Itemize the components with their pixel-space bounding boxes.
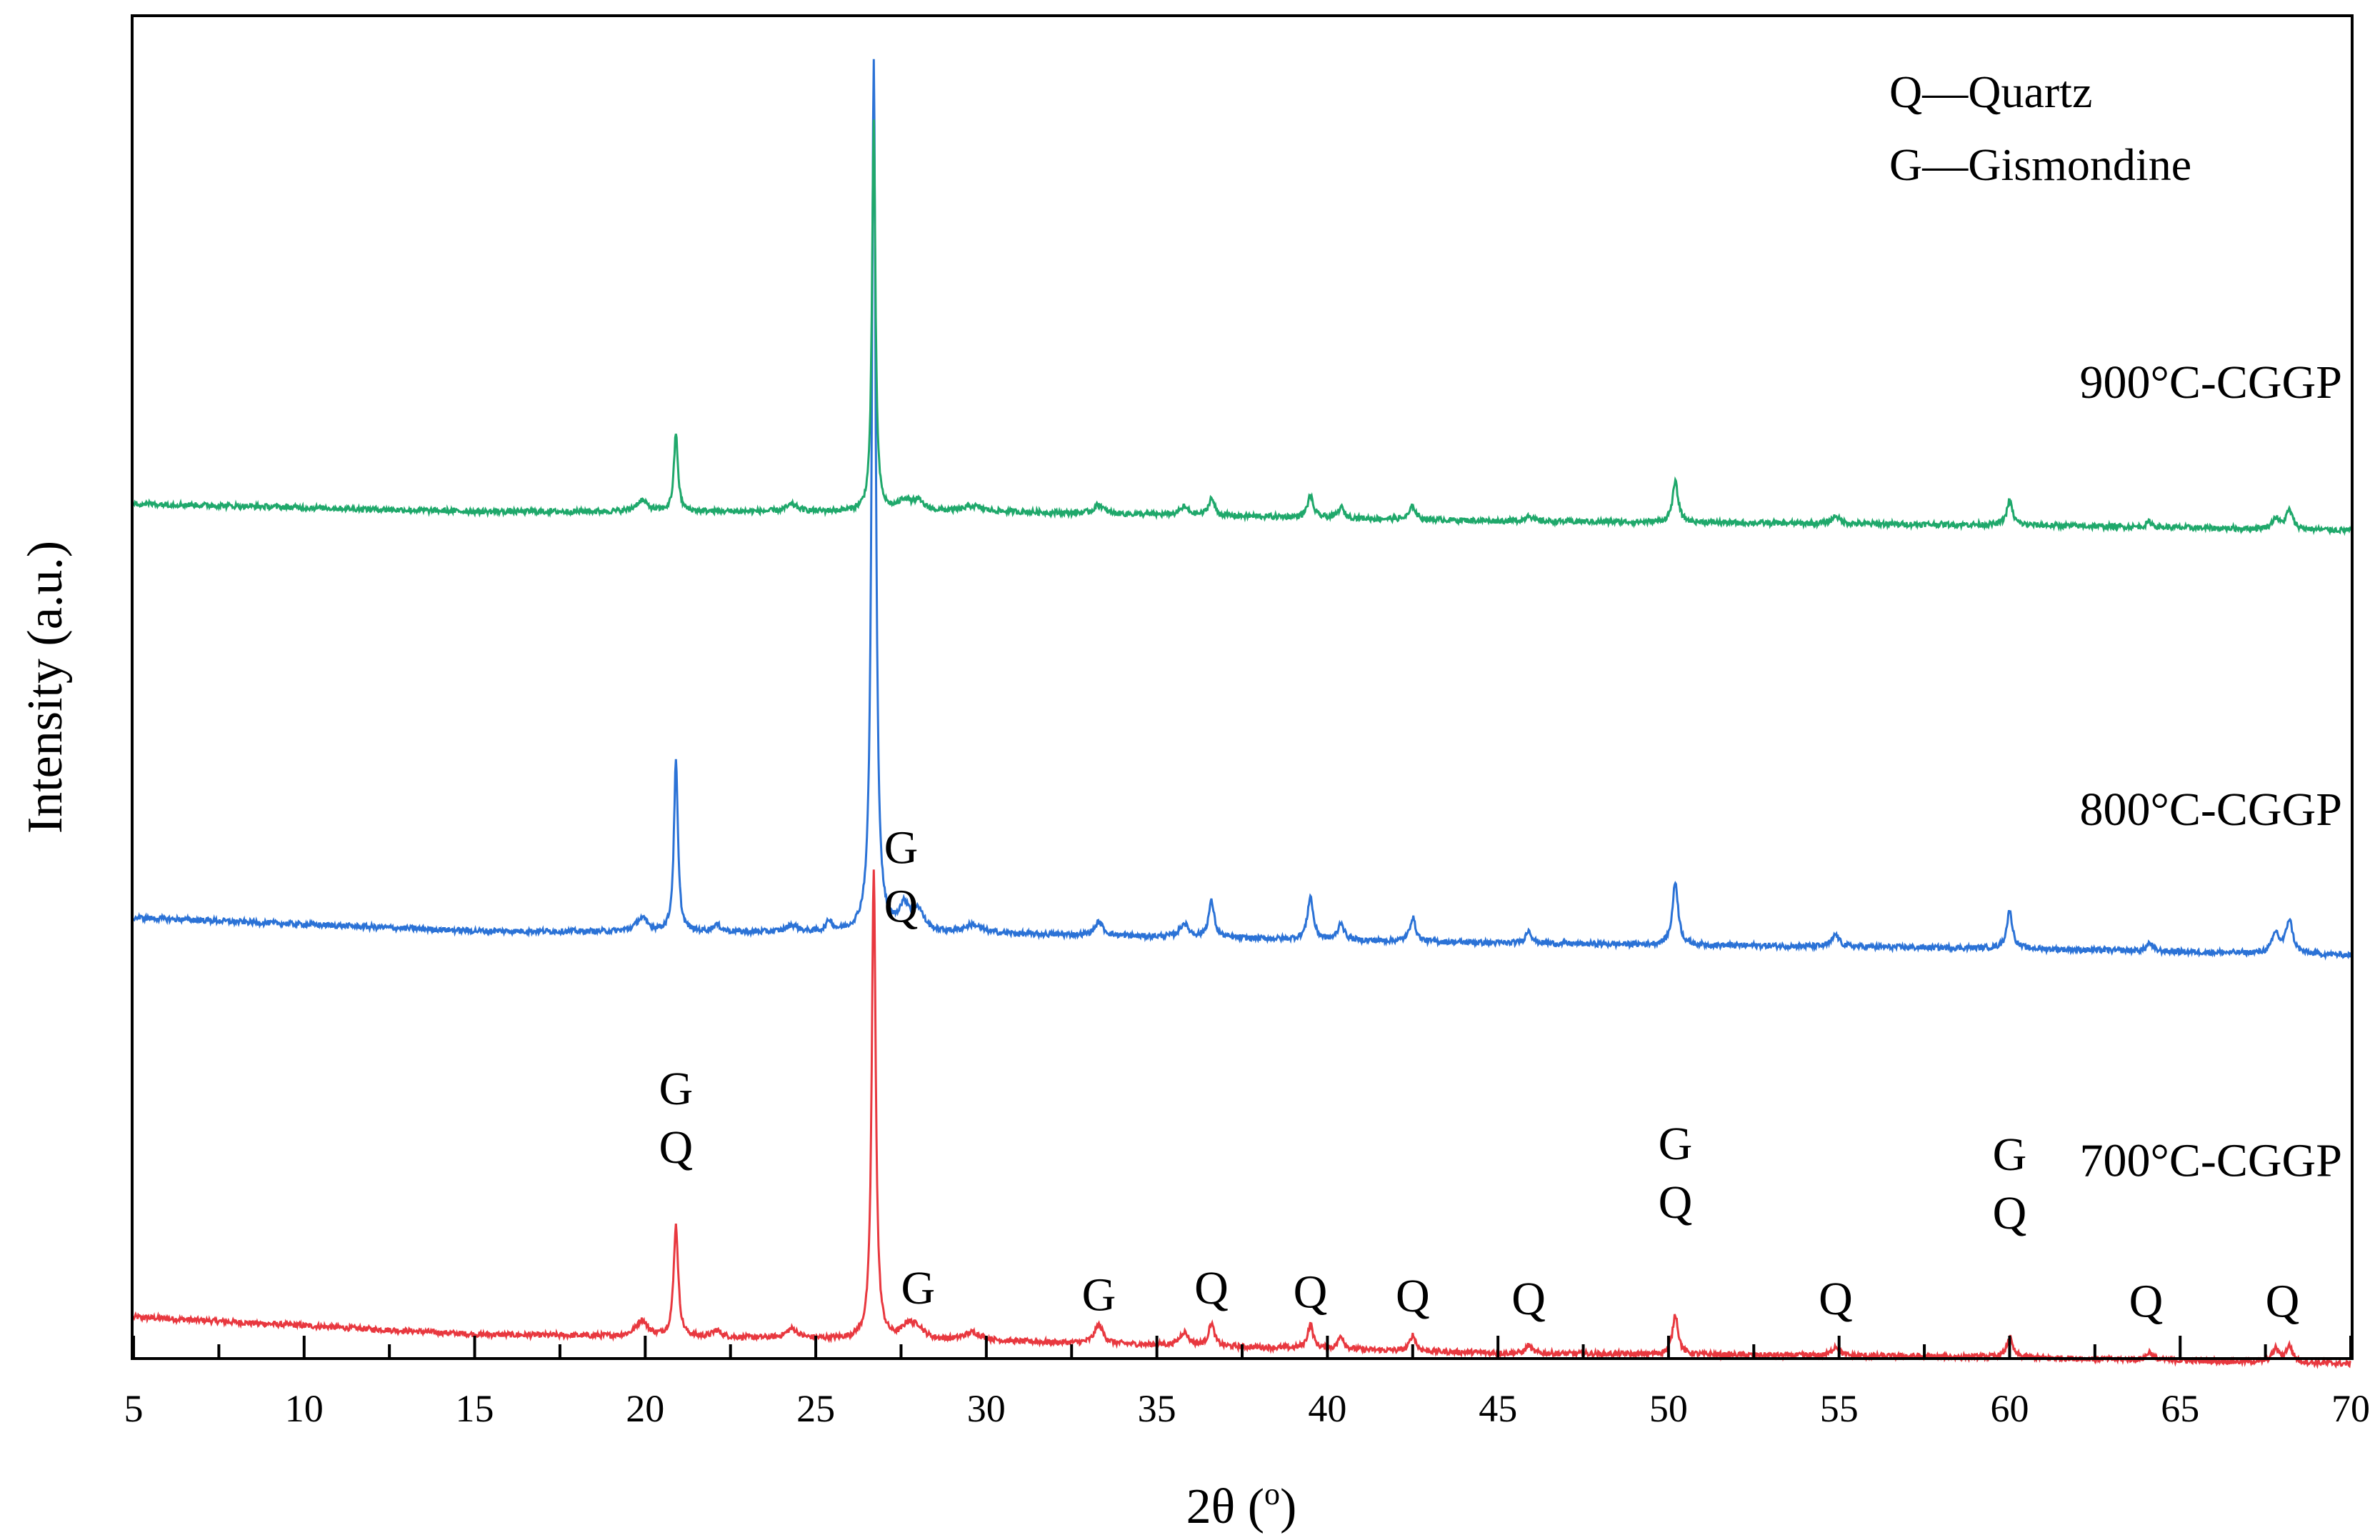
peak-label: Q — [884, 880, 919, 932]
x-tick-label: 20 — [626, 1387, 664, 1430]
x-tick-label: 65 — [2161, 1387, 2199, 1430]
series-line — [132, 119, 2352, 536]
peak-label: Q — [1511, 1273, 1546, 1325]
x-tick-label: 70 — [2331, 1387, 2370, 1430]
peak-label: G — [659, 1063, 693, 1115]
x-tick-label: 50 — [1649, 1387, 1688, 1430]
series-label: 700°C-CGGP — [2079, 1135, 2341, 1187]
peak-label: Q — [1993, 1187, 2027, 1239]
peak-label: Q — [1396, 1270, 1430, 1322]
x-tick-label: 40 — [1308, 1387, 1346, 1430]
series-3 — [132, 119, 2352, 536]
y-axis-title: Intensity (a.u.) — [18, 541, 73, 834]
x-tick-label: 30 — [967, 1387, 1006, 1430]
peak-label: Q — [1294, 1266, 1328, 1319]
x-tick-label: 60 — [1991, 1387, 2029, 1430]
x-tick-label: 35 — [1138, 1387, 1176, 1430]
peak-label: Q — [1819, 1273, 1853, 1325]
peak-label: Q — [1659, 1176, 1693, 1229]
peak-label: G — [1082, 1269, 1116, 1321]
x-tick-label: 25 — [796, 1387, 835, 1430]
peak-label: Q — [659, 1121, 693, 1174]
peak-label: G — [1659, 1118, 1693, 1170]
series-2 — [132, 59, 2352, 961]
series-line — [132, 59, 2352, 961]
series-label: 800°C-CGGP — [2079, 784, 2341, 836]
series-label: 900°C-CGGP — [2079, 356, 2341, 409]
x-axis-ticks: 5 10 15 20 25 30 35 40 45 50 55 60 65 70 — [124, 1336, 2370, 1430]
peak-label: Q — [2129, 1276, 2164, 1328]
x-tick-label: 15 — [456, 1387, 494, 1430]
legend-entry-gismondine: G—Gismondine — [1889, 139, 2191, 190]
peak-label: Q — [1194, 1262, 1229, 1314]
legend: Q—Quartz G—Gismondine — [1889, 66, 2191, 190]
peak-label: G — [884, 821, 919, 874]
peak-label: Q — [2266, 1276, 2300, 1328]
x-tick-label: 45 — [1479, 1387, 1517, 1430]
x-tick-label: 10 — [285, 1387, 324, 1430]
peak-label: G — [901, 1262, 935, 1314]
plot-frame — [131, 14, 2354, 1360]
x-axis-title: 2θ (o) — [1186, 1476, 1297, 1534]
peak-label: G — [1993, 1129, 2027, 1181]
series-labels: 700°C-CGGP 800°C-CGGP 900°C-CGGP — [2079, 356, 2341, 1187]
legend-entry-quartz: Q—Quartz — [1889, 66, 2092, 117]
x-tick-label: 55 — [1820, 1387, 1859, 1430]
x-tick-label: 5 — [124, 1387, 144, 1430]
